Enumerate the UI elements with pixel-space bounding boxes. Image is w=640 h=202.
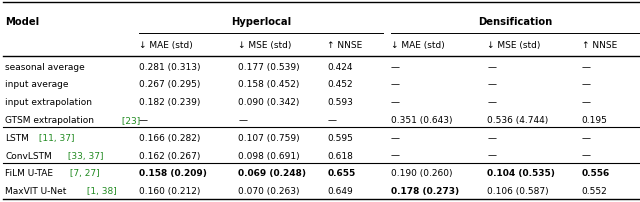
Text: 0.618: 0.618 — [327, 151, 353, 160]
Text: [7, 27]: [7, 27] — [67, 168, 99, 178]
Text: 0.649: 0.649 — [327, 186, 353, 195]
Text: 0.090 (0.342): 0.090 (0.342) — [238, 98, 300, 107]
Text: 0.556: 0.556 — [582, 168, 610, 178]
Text: 0.162 (0.267): 0.162 (0.267) — [139, 151, 200, 160]
Text: 0.655: 0.655 — [327, 168, 356, 178]
Text: 0.424: 0.424 — [327, 62, 353, 71]
Text: —: — — [488, 151, 497, 160]
Text: —: — — [139, 115, 148, 124]
Text: 0.190 (0.260): 0.190 (0.260) — [391, 168, 452, 178]
Text: —: — — [238, 115, 247, 124]
Text: [23]: [23] — [119, 115, 140, 124]
Text: Densification: Densification — [477, 17, 552, 26]
Text: 0.098 (0.691): 0.098 (0.691) — [238, 151, 300, 160]
Text: —: — — [582, 80, 591, 89]
Text: —: — — [582, 133, 591, 142]
Text: —: — — [582, 151, 591, 160]
Text: 0.104 (0.535): 0.104 (0.535) — [488, 168, 556, 178]
Text: —: — — [391, 133, 400, 142]
Text: —: — — [488, 62, 497, 71]
Text: [33, 37]: [33, 37] — [65, 151, 104, 160]
Text: 0.106 (0.587): 0.106 (0.587) — [488, 186, 549, 195]
Text: ↓ MSE (std): ↓ MSE (std) — [238, 41, 292, 50]
Text: 0.536 (4.744): 0.536 (4.744) — [488, 115, 548, 124]
Text: seasonal average: seasonal average — [5, 62, 85, 71]
Text: ↑ NNSE: ↑ NNSE — [327, 41, 363, 50]
Text: MaxVIT U-Net: MaxVIT U-Net — [5, 186, 67, 195]
Text: Hyperlocal: Hyperlocal — [231, 17, 291, 26]
Text: [11, 37]: [11, 37] — [36, 133, 74, 142]
Text: ↑ NNSE: ↑ NNSE — [582, 41, 617, 50]
Text: 0.178 (0.273): 0.178 (0.273) — [391, 186, 459, 195]
Text: ConvLSTM: ConvLSTM — [5, 151, 52, 160]
Text: 0.069 (0.248): 0.069 (0.248) — [238, 168, 307, 178]
Text: 0.182 (0.239): 0.182 (0.239) — [139, 98, 200, 107]
Text: 0.177 (0.539): 0.177 (0.539) — [238, 62, 300, 71]
Text: 0.166 (0.282): 0.166 (0.282) — [139, 133, 200, 142]
Text: 0.595: 0.595 — [327, 133, 353, 142]
Text: [1, 38]: [1, 38] — [84, 186, 116, 195]
Text: 0.267 (0.295): 0.267 (0.295) — [139, 80, 200, 89]
Text: —: — — [488, 98, 497, 107]
Text: input extrapolation: input extrapolation — [5, 98, 92, 107]
Text: —: — — [391, 98, 400, 107]
Text: 0.158 (0.209): 0.158 (0.209) — [139, 168, 207, 178]
Text: 0.351 (0.643): 0.351 (0.643) — [391, 115, 452, 124]
Text: 0.281 (0.313): 0.281 (0.313) — [139, 62, 200, 71]
Text: ↓ MAE (std): ↓ MAE (std) — [391, 41, 445, 50]
Text: —: — — [391, 62, 400, 71]
Text: 0.552: 0.552 — [582, 186, 607, 195]
Text: 0.160 (0.212): 0.160 (0.212) — [139, 186, 200, 195]
Text: —: — — [488, 80, 497, 89]
Text: —: — — [488, 133, 497, 142]
Text: 0.452: 0.452 — [327, 80, 353, 89]
Text: ↓ MSE (std): ↓ MSE (std) — [488, 41, 541, 50]
Text: —: — — [582, 98, 591, 107]
Text: —: — — [582, 62, 591, 71]
Text: 0.107 (0.759): 0.107 (0.759) — [238, 133, 300, 142]
Text: —: — — [391, 151, 400, 160]
Text: 0.593: 0.593 — [327, 98, 353, 107]
Text: 0.195: 0.195 — [582, 115, 607, 124]
Text: 0.070 (0.263): 0.070 (0.263) — [238, 186, 300, 195]
Text: input average: input average — [5, 80, 68, 89]
Text: Model: Model — [5, 17, 39, 26]
Text: 0.158 (0.452): 0.158 (0.452) — [238, 80, 300, 89]
Text: —: — — [391, 80, 400, 89]
Text: LSTM: LSTM — [5, 133, 29, 142]
Text: FiLM U-TAE: FiLM U-TAE — [5, 168, 53, 178]
Text: GTSM extrapolation: GTSM extrapolation — [5, 115, 94, 124]
Text: —: — — [327, 115, 336, 124]
Text: ↓ MAE (std): ↓ MAE (std) — [139, 41, 192, 50]
